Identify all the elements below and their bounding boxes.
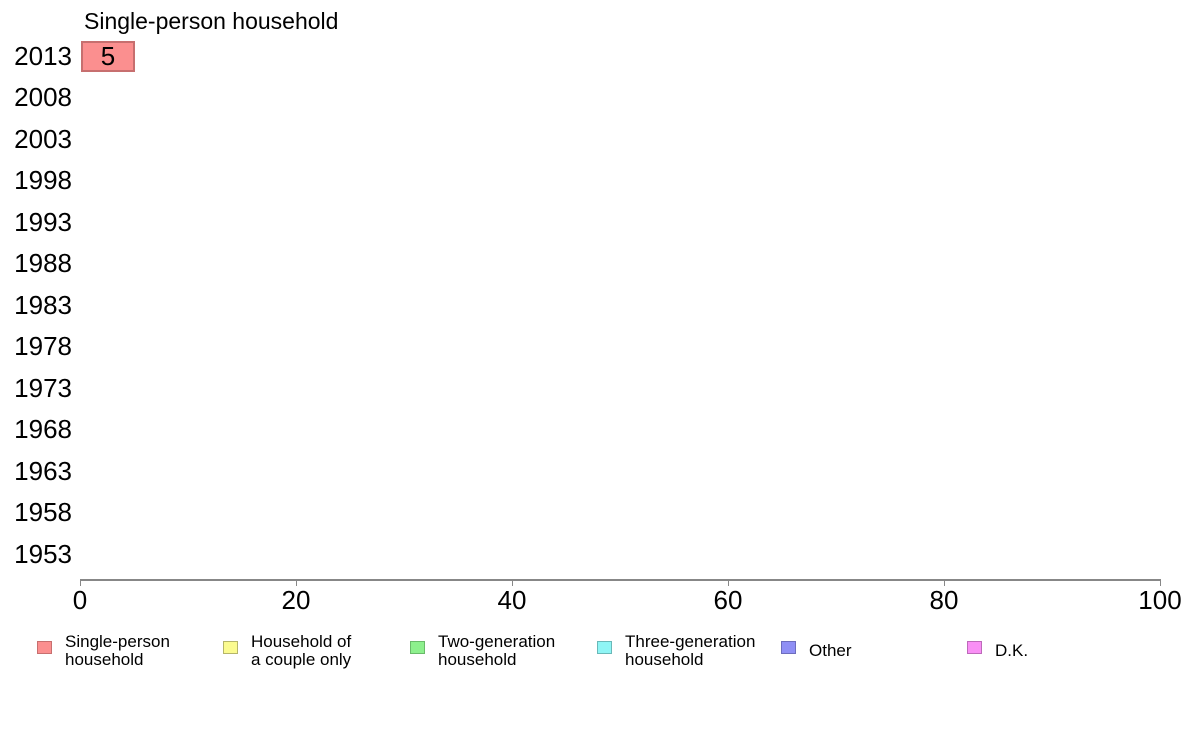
y-axis-label: 1963 [14,455,72,486]
y-axis-label: 1953 [14,538,72,569]
chart-row: 1973 [0,367,1188,409]
legend-label: Other [809,640,852,660]
legend-swatch [223,641,238,654]
y-axis-label: 2008 [14,82,72,112]
legend-swatch [410,641,425,654]
y-axis-label: 1993 [14,206,72,237]
bar-value-label: 5 [100,40,116,71]
chart-title: Single-person household [84,8,339,34]
legend-label: Two-generation household [438,631,556,669]
y-axis-label: 1978 [14,331,72,361]
x-axis-tick-label: 60 [713,585,743,615]
chart-row: 1998 [0,160,1188,202]
y-axis-label: 1983 [14,289,72,320]
y-axis-label: 1968 [14,414,72,444]
chart-row: 2008 [0,77,1188,119]
chart-row: 2013 5 [0,35,1188,77]
chart-row: 1963 [0,450,1188,492]
chart-row: 2003 [0,118,1188,160]
chart-row: 1978 [0,326,1188,368]
legend-label: Three-generation household [625,631,756,669]
chart-row: 1988 [0,243,1188,285]
y-axis-label: 1998 [14,165,72,195]
x-axis-tick-label: 20 [281,585,311,615]
x-axis-tick [728,579,729,586]
legend-swatch [967,641,982,654]
legend-label: D.K. [995,640,1029,660]
legend-label: Household of a couple only [251,631,352,669]
chart-row: 1993 [0,201,1188,243]
legend-label: Single-person household [65,631,170,669]
x-axis-tick-label: 40 [497,585,527,615]
x-axis-tick [512,579,513,586]
x-axis-tick-label: 80 [929,585,959,615]
y-axis-label: 1958 [14,497,72,527]
bar[interactable]: 5 [81,40,135,72]
y-axis-label: 2003 [14,123,72,154]
legend-swatch [781,641,796,654]
x-axis-tick [80,579,81,586]
x-axis-tick [296,579,297,586]
legend-swatch [597,641,612,654]
legend-swatch [37,641,52,654]
x-axis-tick-label: 0 [72,585,88,615]
x-axis-line [80,579,1160,581]
y-axis-label: 2013 [14,40,72,71]
chart-row: 1968 [0,409,1188,451]
x-axis-tick-label: 100 [1138,585,1182,615]
x-axis-tick [1160,579,1161,586]
x-axis-tick [944,579,945,586]
y-axis-label: 1973 [14,372,72,403]
chart-row: 1983 [0,284,1188,326]
chart-row: 1958 [0,492,1188,534]
chart-row: 1953 [0,533,1188,575]
y-axis-label: 1988 [14,248,72,278]
